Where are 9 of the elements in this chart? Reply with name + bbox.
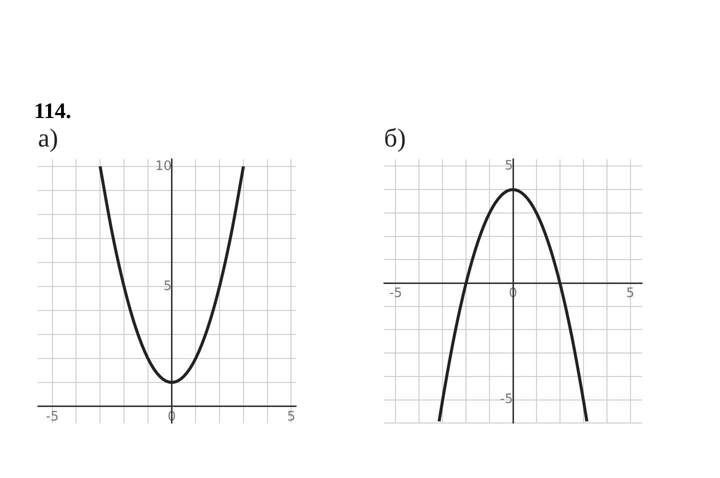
x-tick-label: -5	[389, 286, 402, 302]
chart-title: б)	[384, 123, 406, 152]
chart-title: а)	[38, 123, 58, 152]
x-tick-label: -5	[46, 410, 59, 425]
line-series	[438, 188, 588, 423]
text: 114.	[34, 98, 72, 124]
x-tick-label: 5	[287, 410, 296, 425]
y-tick-label: 10	[155, 158, 172, 174]
x-tick-label: 5	[626, 286, 634, 302]
